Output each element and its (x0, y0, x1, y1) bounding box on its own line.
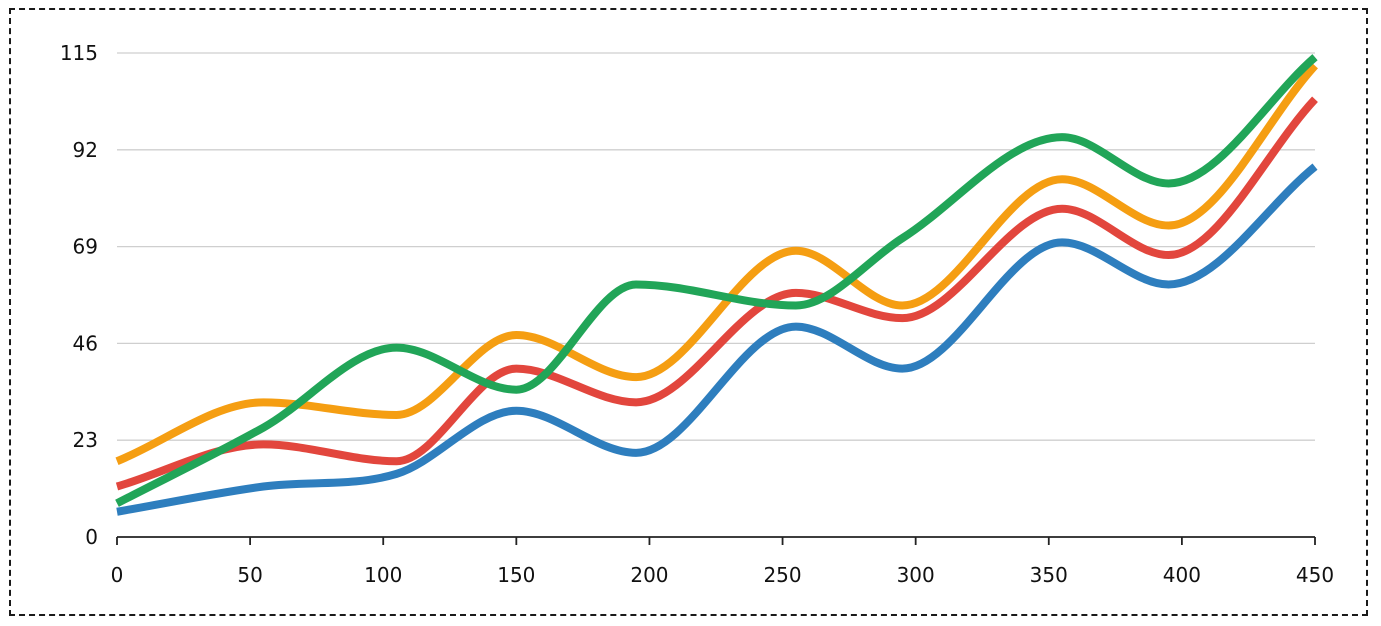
y-tick-label: 23 (73, 428, 98, 452)
x-tick-label: 400 (1163, 563, 1201, 587)
y-axis: 0 23 46 69 92 115 (60, 41, 98, 549)
x-tick-label: 350 (1030, 563, 1068, 587)
series-line-4 (115, 54, 1318, 507)
x-tick-label: 0 (111, 563, 124, 587)
x-tick-label: 250 (763, 563, 801, 587)
series-line-1 (116, 163, 1318, 516)
chart-frame (9, 8, 1368, 616)
grid-lines (117, 52, 1315, 441)
y-tick-label: 46 (73, 331, 98, 355)
x-tick-label: 300 (897, 563, 935, 587)
x-tick-label: 450 (1296, 563, 1334, 587)
x-tick-label: 50 (237, 563, 262, 587)
y-tick-label: 92 (73, 138, 98, 162)
y-tick-label: 115 (60, 41, 98, 65)
x-tick-label: 200 (630, 563, 668, 587)
y-tick-label: 69 (73, 235, 98, 259)
series-line-3 (115, 62, 1318, 465)
series-line-2 (115, 96, 1318, 491)
series-lines (115, 54, 1318, 516)
x-axis: 0 50 100 150 200 250 300 350 400 450 (111, 537, 1334, 587)
x-tick-label: 150 (497, 563, 535, 587)
y-tick-label: 0 (85, 525, 98, 549)
x-tick-label: 100 (364, 563, 402, 587)
